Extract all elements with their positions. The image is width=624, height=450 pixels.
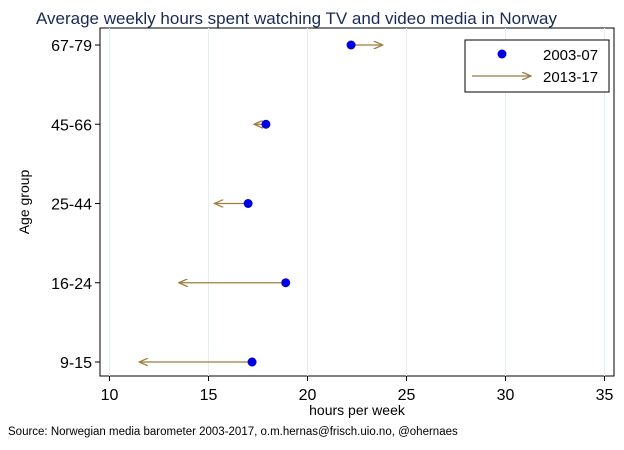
dot-2003-07 bbox=[346, 40, 356, 50]
y-axis-label: Age group bbox=[16, 169, 32, 234]
y-tick-label: 25-44 bbox=[51, 197, 92, 214]
x-tick-label: 35 bbox=[596, 387, 614, 404]
legend: 2003-07 2013-17 bbox=[464, 39, 610, 93]
dot-2003-07 bbox=[261, 119, 271, 129]
x-tick-label: 25 bbox=[398, 387, 416, 404]
y-tick-label: 67-79 bbox=[51, 38, 92, 55]
legend-label-2013-17: 2013-17 bbox=[543, 69, 598, 86]
data-marks bbox=[139, 40, 383, 367]
legend-label-2003-07: 2003-07 bbox=[543, 47, 598, 64]
x-tick-label: 20 bbox=[299, 387, 317, 404]
y-axis: 67-79 45-66 25-44 16-24 9-15 bbox=[51, 38, 100, 372]
x-tick-label: 30 bbox=[497, 387, 515, 404]
x-tick-label: 10 bbox=[101, 387, 119, 404]
x-axis-label: hours per week bbox=[309, 402, 406, 418]
legend-box bbox=[464, 39, 610, 93]
source-note: Source: Norwegian media barometer 2003-2… bbox=[8, 426, 458, 438]
dot-2003-07 bbox=[247, 357, 257, 367]
x-tick-label: 15 bbox=[200, 387, 218, 404]
y-tick-label: 45-66 bbox=[51, 117, 92, 134]
legend-dot-2003-07 bbox=[497, 49, 507, 59]
chart-title: Average weekly hours spent watching TV a… bbox=[36, 9, 557, 28]
y-tick-label: 9-15 bbox=[60, 355, 92, 372]
x-axis: 10 15 20 25 30 35 bbox=[101, 376, 614, 404]
dot-2003-07 bbox=[281, 278, 291, 288]
dot-2003-07 bbox=[243, 199, 253, 208]
y-tick-label: 16-24 bbox=[51, 276, 92, 293]
